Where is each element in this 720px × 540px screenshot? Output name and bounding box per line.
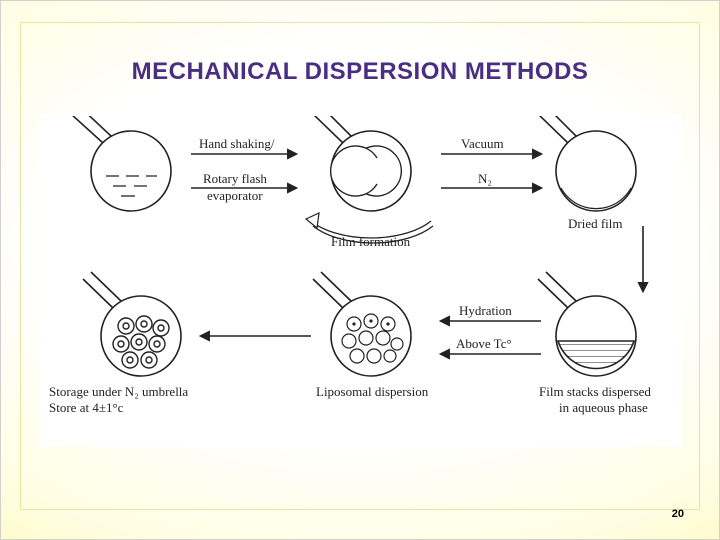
label-filmstacks-1: Film stacks dispersed bbox=[539, 384, 651, 400]
label-film-formation: Film formation bbox=[331, 234, 410, 250]
process-diagram: Hand shaking/ Rotary flash evaporator Va… bbox=[40, 115, 682, 447]
flask-storage bbox=[83, 272, 181, 376]
label-above-tc: Above Tc° bbox=[456, 336, 512, 352]
label-storage-2: Store at 4±1°c bbox=[49, 400, 123, 416]
flask-solution bbox=[71, 116, 171, 211]
label-filmstacks-2: in aqueous phase bbox=[559, 400, 648, 416]
flask-liposomal bbox=[313, 272, 411, 376]
label-storage-1: Storage under N₂ umbrella bbox=[49, 384, 188, 400]
label-liposomal: Liposomal dispersion bbox=[316, 384, 428, 400]
page-title: MECHANICAL DISPERSION METHODS bbox=[0, 58, 720, 86]
label-dried-film: Dried film bbox=[568, 216, 623, 232]
label-vacuum: Vacuum bbox=[461, 136, 504, 152]
label-hand-shaking: Hand shaking/ bbox=[199, 136, 274, 152]
label-rotary-1: Rotary flash bbox=[203, 171, 267, 187]
page-number: 20 bbox=[672, 508, 684, 520]
label-hydration: Hydration bbox=[459, 303, 512, 319]
flask-film-stacks bbox=[538, 272, 636, 376]
flask-dried-film bbox=[538, 116, 636, 211]
label-rotary-2: evaporator bbox=[207, 188, 263, 204]
flask-rotating bbox=[306, 116, 433, 243]
label-n2: N₂ bbox=[478, 171, 492, 187]
